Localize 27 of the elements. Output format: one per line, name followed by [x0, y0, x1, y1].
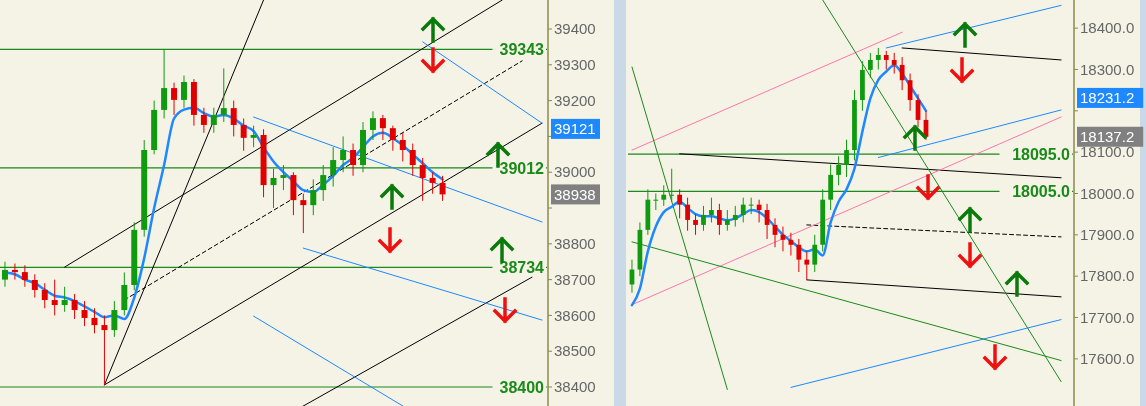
text: 39121 — [554, 120, 596, 138]
ref-line-label: 18095.0 — [1012, 145, 1071, 163]
ref-line-label: 39343 — [499, 41, 545, 59]
y-tick-label: 38500 — [554, 342, 596, 360]
text: 38938 — [554, 185, 596, 203]
y-tick-label: 38800 — [554, 235, 596, 253]
y-tick-label: 17700.0 — [1080, 308, 1135, 326]
y-tick-label: 18000.0 — [1080, 184, 1135, 202]
ref-line-label: 38400 — [499, 378, 545, 396]
y-tick-label: 18100.0 — [1080, 143, 1135, 161]
y-tick-label: 38600 — [554, 306, 596, 324]
text: 18137.2 — [1080, 128, 1135, 146]
text: 18231.2 — [1080, 89, 1135, 107]
y-tick-label: 17800.0 — [1080, 267, 1135, 285]
y-tick-label: 17900.0 — [1080, 226, 1135, 244]
ref-line-label: 18005.0 — [1012, 183, 1071, 201]
y-tick-label: 39000 — [554, 163, 596, 181]
y-tick-label: 18300.0 — [1080, 60, 1135, 78]
y-tick-label: 39200 — [554, 91, 596, 109]
y-tick-label: 39400 — [554, 20, 596, 38]
ref-line-label: 39012 — [499, 159, 545, 177]
ref-line-label: 38734 — [499, 259, 545, 277]
y-tick-label: 17600.0 — [1080, 350, 1135, 368]
y-tick-label: 38400 — [554, 378, 596, 396]
y-tick-label: 38700 — [554, 270, 596, 288]
y-tick-label: 39300 — [554, 56, 596, 74]
y-tick-label: 18400.0 — [1080, 19, 1135, 37]
